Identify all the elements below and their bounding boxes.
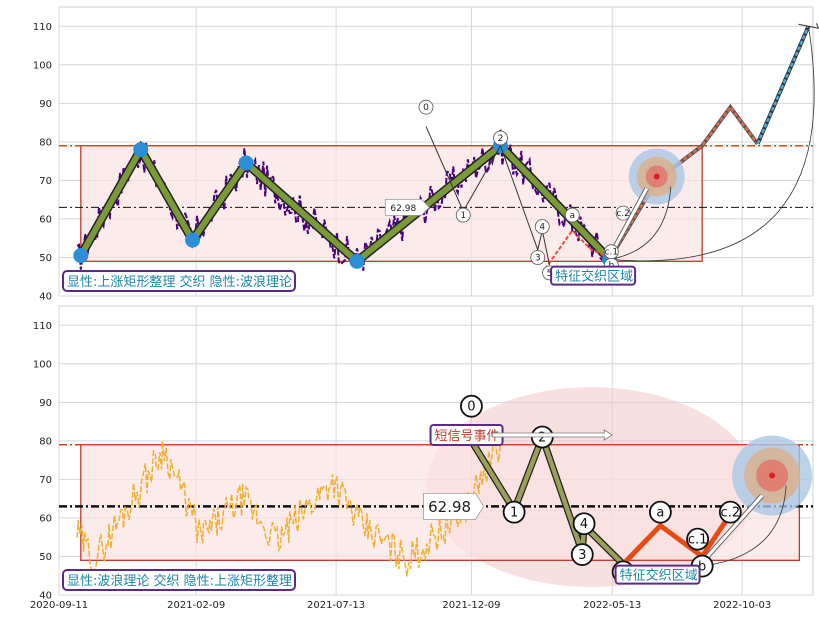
wave-label: 0 [423, 103, 429, 113]
wave-label-circle [603, 244, 619, 260]
wave-label: 1 [510, 506, 518, 521]
wave-label: b [698, 560, 706, 575]
wave-label: a [570, 211, 576, 221]
wave-label-circle [718, 500, 742, 524]
panel-top: 405060708090100110012345abc.1c.262.98显性:… [33, 6, 819, 303]
target-point-marker [653, 173, 660, 180]
wave-label-circle [460, 394, 483, 418]
wave-label-circle [572, 512, 596, 536]
wave-label: a [656, 506, 664, 521]
wave-label: 4 [580, 517, 588, 532]
swing-point-marker [185, 232, 201, 248]
explicit-label: 显性:上涨矩形整理 交织 隐性:波浪理论 [67, 274, 292, 290]
wave-label-circle [686, 527, 710, 551]
y-tick-label: 50 [39, 253, 52, 264]
short-signal-arrow [491, 429, 613, 441]
price-series-line [76, 129, 611, 275]
explicit-label-box [62, 270, 296, 292]
target-arc [609, 186, 672, 260]
mid-value-label: 62.98 [428, 498, 471, 516]
mid-value-box [423, 492, 485, 520]
x-tick-label: 2022-05-13 [583, 600, 641, 611]
wave-label: 2 [498, 134, 504, 144]
wave-label-circle [502, 500, 526, 524]
y-tick-label: 60 [39, 513, 52, 524]
wave-label-circle [570, 543, 594, 566]
wave-label-circle [534, 219, 550, 235]
price-series-line [76, 438, 502, 577]
wave-label-circle [530, 250, 546, 265]
wave-label: 0 [467, 400, 475, 415]
wave-label-circle [455, 207, 471, 223]
y-tick-label: 100 [33, 60, 52, 71]
mid-value-label: 62.98 [390, 204, 416, 214]
wave-label-circle [615, 205, 631, 221]
x-tick-label: 2021-02-09 [167, 600, 225, 611]
wave-label: c.2 [721, 506, 741, 521]
x-tick-label: 2021-07-13 [307, 600, 365, 611]
sub-wave-line [544, 228, 610, 270]
y-tick-label: 90 [39, 99, 52, 110]
y-tick-label: 70 [39, 475, 52, 486]
target-arc [702, 485, 787, 567]
y-tick-label: 90 [39, 398, 52, 409]
y-tick-label: 80 [39, 436, 52, 447]
swing-point-marker [349, 253, 365, 269]
correction-wave-line [621, 512, 733, 566]
elliott-wave-line [425, 126, 551, 266]
wave-label: 3 [535, 253, 541, 263]
y-tick-label: 80 [39, 137, 52, 148]
swing-point-marker [238, 155, 254, 171]
wave-label-circle [418, 99, 434, 115]
zone-label: 特征交织区域 [555, 269, 633, 285]
swing-point-marker [73, 248, 89, 264]
y-tick-label: 100 [33, 359, 52, 370]
x-tick-label: 2022-10-03 [713, 600, 771, 611]
wave-label: 4 [539, 223, 545, 233]
explicit-label: 显性:波浪理论 交织 隐性:上涨矩形整理 [67, 573, 292, 589]
wave-label: 1 [460, 211, 466, 221]
y-tick-label: 40 [39, 292, 52, 303]
zone-label: 特征交织区域 [620, 568, 698, 584]
y-tick-label: 70 [39, 176, 52, 187]
target-point-marker [769, 472, 776, 479]
wave-label: 5 [547, 269, 553, 279]
swing-point-marker [133, 142, 149, 158]
y-tick-label: 110 [33, 321, 52, 332]
wave-label: c.1 [688, 533, 708, 548]
wave-label: 2 [538, 431, 546, 446]
x-tick-label: 2020-09-11 [30, 600, 88, 611]
explicit-label-box [62, 569, 296, 591]
projection-final-line [756, 25, 810, 145]
x-tick-label: 2021-12-09 [442, 600, 500, 611]
projection-line [608, 105, 759, 261]
y-tick-label: 50 [39, 552, 52, 563]
projection-arc [609, 26, 815, 262]
zone-arrow [610, 187, 649, 255]
zone-label-box [614, 564, 701, 585]
target-bracket [798, 23, 819, 29]
wave-label: c.2 [616, 209, 630, 219]
wave-label-circle [648, 500, 672, 524]
wave-label: 3 [578, 548, 586, 563]
wave-label: c.1 [605, 248, 619, 258]
zone-arrow [703, 494, 764, 562]
wave-label-circle [493, 130, 508, 146]
wave-label-circle [564, 207, 580, 223]
mid-value-box [384, 198, 430, 216]
zone-label-box [550, 265, 637, 286]
short-signal-label: 短信号事件 [435, 429, 500, 444]
y-tick-label: 40 [39, 591, 52, 602]
y-tick-label: 60 [39, 214, 52, 225]
y-tick-label: 110 [33, 22, 52, 33]
